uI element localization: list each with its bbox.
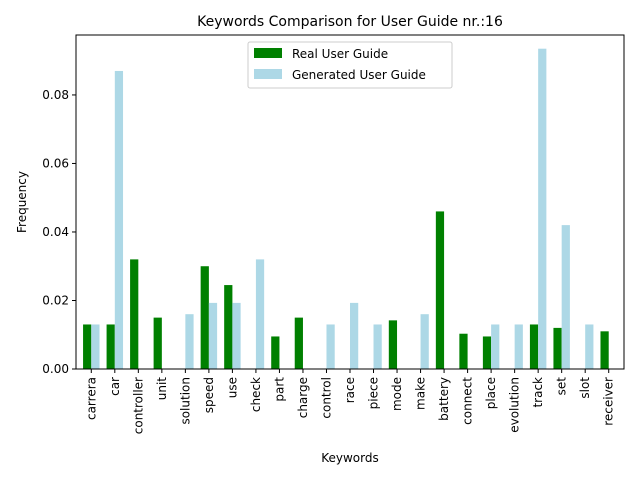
bar-real-use — [224, 285, 233, 369]
x-tick-label-evolution: evolution — [508, 377, 522, 433]
bar-generated-piece — [373, 324, 382, 369]
bar-real-mode — [388, 320, 398, 369]
x-tick-label-car: car — [108, 377, 122, 396]
y-tick-label: 0.04 — [42, 225, 69, 239]
bar-generated-set — [561, 225, 570, 369]
x-tick-label-part: part — [272, 377, 286, 402]
y-tick-label: 0.00 — [42, 362, 69, 376]
x-tick-label-receiver: receiver — [602, 377, 616, 426]
bar-generated-carrera — [91, 324, 100, 369]
x-tick-label-control: control — [319, 377, 333, 419]
bar-generated-control — [326, 324, 335, 369]
bar-generated-make — [420, 314, 429, 369]
legend-box — [247, 41, 453, 89]
x-tick-label-track: track — [531, 377, 545, 408]
bar-generated-solution — [185, 314, 194, 369]
x-tick-label-solution: solution — [178, 377, 192, 425]
x-tick-label-race: race — [343, 377, 357, 403]
y-axis-label: Frequency — [15, 171, 29, 233]
x-tick-label-carrera: carrera — [84, 377, 98, 420]
bar-real-unit — [153, 317, 162, 369]
chart-title: Keywords Comparison for User Guide nr.:1… — [197, 14, 503, 30]
bar-generated-race — [350, 302, 359, 369]
bars-layer — [83, 48, 609, 369]
x-tick-label-battery: battery — [437, 377, 451, 421]
legend-swatch-real — [254, 48, 282, 58]
bar-generated-slot — [585, 324, 594, 369]
y-tick-label: 0.08 — [42, 88, 69, 102]
legend-label-real: Real User Guide — [292, 47, 388, 61]
bar-generated-car — [114, 70, 124, 369]
legend: Real User Guide Generated User Guide — [247, 41, 453, 89]
x-tick-label-charge: charge — [296, 377, 310, 418]
x-axis: carrera car controller unit solution speed use… — [84, 369, 616, 434]
x-tick-label-unit: unit — [155, 377, 169, 401]
y-tick-label: 0.02 — [42, 293, 69, 307]
bar-real-receiver — [600, 331, 609, 369]
x-tick-label-mode: mode — [390, 377, 404, 411]
legend-swatch-generated — [254, 69, 282, 79]
x-tick-label-set: set — [555, 377, 569, 396]
bar-real-track — [529, 324, 539, 369]
x-axis-label: Keywords — [321, 451, 379, 465]
x-tick-label-make: make — [414, 377, 428, 410]
bar-real-place — [482, 336, 492, 369]
bar-real-connect — [459, 333, 468, 369]
y-tick-label: 0.06 — [42, 156, 69, 170]
bar-generated-evolution — [514, 324, 523, 369]
bar-real-battery — [435, 211, 445, 369]
x-tick-label-speed: speed — [202, 377, 216, 413]
bar-generated-place — [491, 324, 500, 369]
bar-real-set — [553, 327, 562, 369]
bar-real-charge — [294, 317, 303, 369]
x-tick-label-connect: connect — [461, 377, 475, 425]
y-axis: 0.00 0.02 0.04 0.06 0.08 — [42, 88, 76, 376]
bar-generated-speed — [208, 302, 218, 369]
x-tick-label-check: check — [249, 377, 263, 412]
bar-real-car — [106, 324, 115, 369]
x-tick-label-place: place — [484, 377, 498, 409]
x-tick-label-piece: piece — [367, 377, 381, 409]
bar-generated-track — [538, 48, 547, 369]
x-tick-label-use: use — [225, 377, 239, 398]
bar-real-carrera — [83, 324, 92, 369]
bar-real-speed — [200, 266, 209, 369]
x-tick-label-controller: controller — [131, 377, 145, 434]
bar-generated-use — [232, 302, 241, 369]
bar-real-controller — [130, 259, 139, 369]
bar-real-part — [271, 336, 280, 369]
x-tick-label-slot: slot — [578, 377, 592, 399]
legend-label-generated: Generated User Guide — [292, 68, 426, 82]
bar-generated-check — [255, 259, 265, 369]
